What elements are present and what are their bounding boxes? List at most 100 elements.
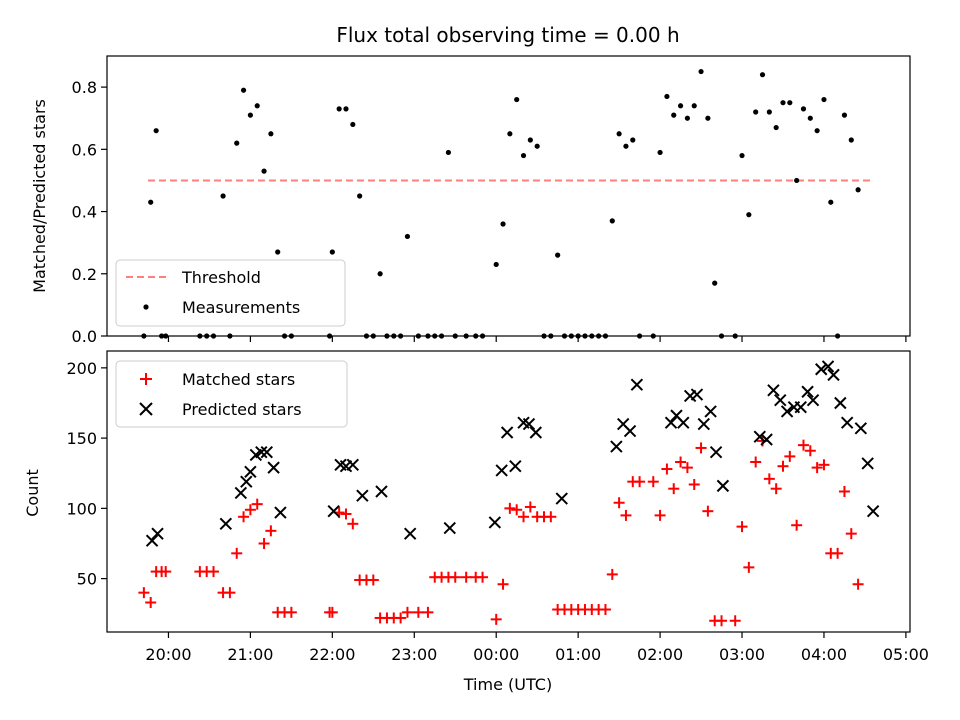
measurement-point bbox=[275, 249, 281, 255]
matched-star-point bbox=[231, 547, 243, 559]
matched-star-point bbox=[285, 606, 297, 618]
measurement-point bbox=[254, 103, 260, 109]
matched-star-point bbox=[599, 604, 611, 616]
bottom-x-tick-label: 23:00 bbox=[391, 645, 437, 664]
matched-star-point bbox=[675, 456, 687, 468]
measurement-point bbox=[691, 103, 697, 109]
matched-star-point bbox=[763, 473, 775, 485]
predicted-star-point bbox=[630, 378, 644, 391]
matched-star-point bbox=[729, 615, 741, 627]
matched-star-point bbox=[620, 509, 632, 521]
measurement-point bbox=[220, 193, 226, 199]
matched-star-point bbox=[208, 566, 220, 578]
matched-star-point bbox=[804, 445, 816, 457]
matched-star-point bbox=[422, 606, 434, 618]
matched-star-point bbox=[845, 528, 857, 540]
predicted-star-point bbox=[854, 422, 868, 435]
measurement-point bbox=[343, 106, 349, 112]
bottom-x-axis: 20:00 21:00 22:00 23:00 00:00 01:00 02:00 03:00… bbox=[145, 632, 929, 664]
matched-star-point bbox=[852, 578, 864, 590]
measurement-point bbox=[684, 115, 690, 121]
measurement-point bbox=[814, 128, 820, 134]
matched-star-point bbox=[811, 462, 823, 474]
measurement-point bbox=[821, 96, 827, 103]
top-y-tick-label: 0.0 bbox=[72, 327, 97, 346]
bottom-x-tick-label: 05:00 bbox=[883, 645, 929, 664]
predicted-legend-marker bbox=[139, 402, 153, 416]
matched-star-point bbox=[224, 587, 236, 599]
matched-star-point bbox=[743, 561, 755, 573]
measurement-point bbox=[828, 199, 834, 205]
bottom-x-tick-label: 21:00 bbox=[227, 645, 273, 664]
matched-star-point bbox=[265, 525, 277, 537]
measurement-point bbox=[630, 137, 636, 143]
matched-star-point bbox=[750, 456, 762, 468]
measurement-point bbox=[336, 106, 342, 112]
measurement-point bbox=[329, 249, 335, 255]
predicted-star-point bbox=[488, 516, 502, 529]
matched-star-point bbox=[244, 504, 256, 516]
top-y-axis-label: Matched/Predicted stars bbox=[30, 99, 49, 293]
bottom-plot-marks bbox=[138, 360, 880, 627]
bottom-x-tick-label: 04:00 bbox=[801, 645, 847, 664]
measurement-point bbox=[445, 149, 452, 156]
bottom-x-tick-label: 03:00 bbox=[719, 645, 765, 664]
measurement-point bbox=[520, 152, 527, 159]
predicted-star-point bbox=[244, 465, 257, 479]
measurement-point bbox=[153, 128, 159, 134]
top-y-tick-label: 0.4 bbox=[72, 203, 97, 222]
matched-star-point bbox=[511, 504, 523, 516]
measurement-point bbox=[780, 100, 786, 106]
measurement-point bbox=[712, 280, 718, 286]
matched-star-point bbox=[661, 463, 673, 475]
matched-star-point bbox=[412, 606, 424, 618]
predicted-star-point bbox=[234, 486, 248, 500]
matched-star-point bbox=[770, 483, 782, 495]
measurement-point bbox=[664, 93, 670, 100]
matched-star-point bbox=[251, 498, 263, 510]
predicted-star-point bbox=[509, 460, 522, 473]
bottom-y-axis: 50 100 150 200 bbox=[66, 359, 107, 589]
bottom-y-tick-label: 200 bbox=[66, 359, 97, 378]
matched-star-point bbox=[340, 508, 352, 520]
predicted-star-point bbox=[260, 445, 273, 459]
measurement-point bbox=[261, 168, 267, 174]
measurement-point bbox=[698, 68, 704, 75]
matched-star-point bbox=[395, 612, 407, 624]
predicted-star-point bbox=[815, 363, 828, 376]
bottom-x-tick-label: 02:00 bbox=[637, 645, 683, 664]
bottom-legend-box bbox=[115, 360, 348, 428]
measurement-point bbox=[739, 152, 745, 159]
predicted-star-point bbox=[219, 517, 233, 531]
top-legend-box bbox=[115, 259, 346, 327]
predicted-star-point bbox=[834, 396, 847, 410]
bottom-y-tick-label: 100 bbox=[66, 499, 97, 518]
measurement-point bbox=[616, 131, 622, 137]
top-y-tick-label: 0.6 bbox=[72, 140, 97, 159]
matched-star-point bbox=[401, 606, 413, 618]
matched-star-point bbox=[784, 450, 796, 462]
predicted-star-point bbox=[664, 416, 678, 429]
predicted-star-point bbox=[780, 405, 794, 418]
measurement-point bbox=[657, 149, 663, 156]
bottom-plot: 50 100 150 200 20:00 21:00 22:00 23:00 00:00 01:… bbox=[23, 350, 929, 694]
threshold-legend-label: Threshold bbox=[181, 268, 261, 287]
predicted-star-point bbox=[529, 426, 543, 439]
measurement-point bbox=[794, 177, 800, 184]
predicted-star-point bbox=[145, 534, 159, 547]
matched-star-point bbox=[736, 521, 748, 533]
matched-star-point bbox=[326, 606, 338, 618]
measurement-point bbox=[623, 143, 629, 149]
measurement-point bbox=[500, 221, 506, 227]
measurement-point bbox=[377, 271, 383, 277]
bottom-legend: Matched stars Predicted stars bbox=[115, 360, 348, 428]
measurement-point bbox=[527, 137, 533, 143]
measurement-point bbox=[677, 103, 684, 109]
measurement-point bbox=[404, 233, 411, 240]
x-axis-label: Time (UTC) bbox=[463, 675, 552, 694]
measurement-point bbox=[514, 96, 520, 103]
measurement-point bbox=[753, 109, 759, 115]
matched-star-point bbox=[838, 486, 850, 497]
